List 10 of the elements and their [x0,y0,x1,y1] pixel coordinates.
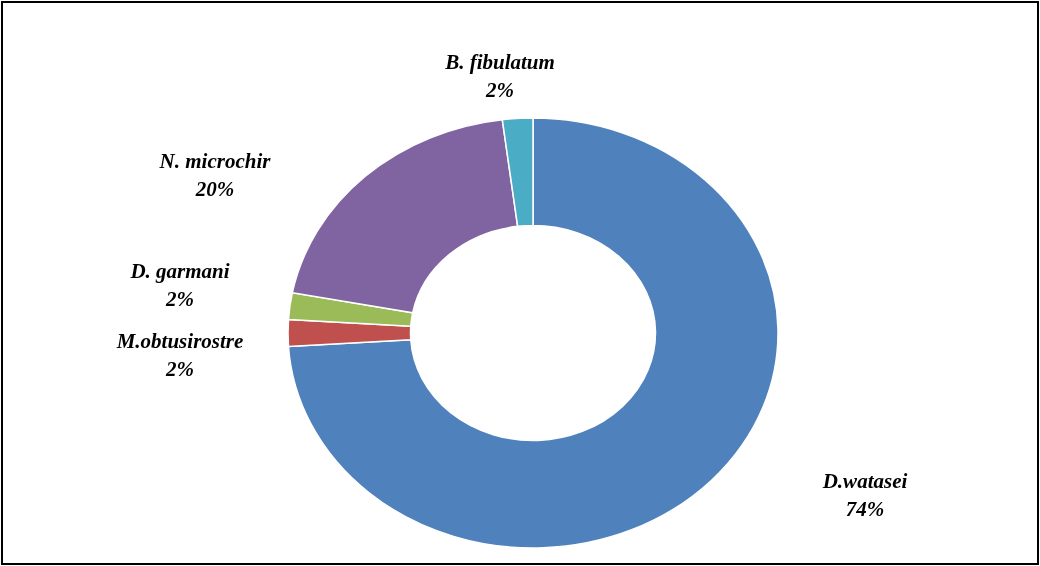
slice-label: B. fibulatum [444,50,555,74]
data-label: 2% [165,287,194,311]
slice-label: N. microchir [158,149,272,173]
data-label: 20% [194,177,235,201]
slice-label: D. garmani [129,259,230,283]
slice-label: D.watasei [821,469,908,493]
data-label: 2% [485,78,514,102]
data-label: 2% [165,357,194,381]
slice-label: M.obtusirostre [115,329,244,353]
data-label: 74% [845,497,885,521]
